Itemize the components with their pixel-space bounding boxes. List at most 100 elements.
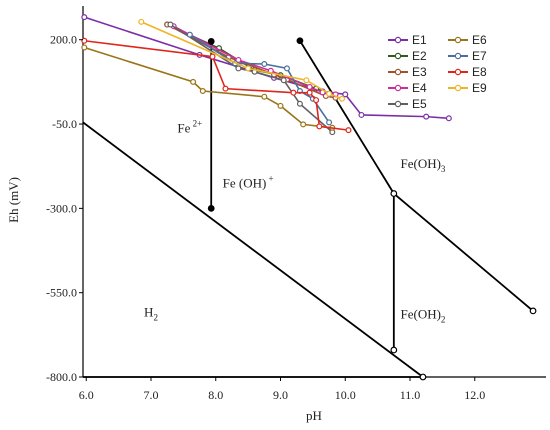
legend-item-e5: E5 [388, 97, 427, 111]
data-point [138, 18, 145, 25]
legend-marker [454, 36, 462, 44]
data-point [199, 87, 206, 94]
x-tick-label: 10.0 [335, 388, 356, 402]
data-point [283, 65, 290, 72]
boundary-points [207, 37, 537, 381]
boundary-line [299, 40, 395, 194]
legend-label: E8 [472, 65, 487, 79]
legend-marker [394, 84, 402, 92]
data-point [306, 89, 313, 96]
boundary-point [296, 37, 304, 45]
y-tick-label: 200.0 [50, 33, 77, 47]
data-point [261, 93, 268, 100]
x-tick-label: 7.0 [143, 388, 158, 402]
x-tick-label: 12.0 [464, 388, 485, 402]
data-point [81, 14, 88, 21]
data-point [296, 100, 303, 107]
y-tick-label: -550.0 [46, 286, 77, 300]
x-tick-label: 8.0 [208, 388, 223, 402]
data-point [186, 31, 193, 38]
legend-item-e7: E7 [448, 49, 487, 63]
data-point [339, 95, 346, 102]
series-e8 [81, 37, 352, 134]
legend-marker [454, 52, 462, 60]
phase-boundaries [82, 40, 534, 378]
region-label: Fe(OH)2 [400, 306, 445, 324]
legend-marker [394, 68, 402, 76]
legend-item-e2: E2 [388, 49, 427, 63]
region-labels: Fe 2+ Fe (OH) + Fe(OH)3 H2 Fe(OH)2 [144, 118, 446, 324]
y-tick-label: -800.0 [46, 370, 77, 384]
boundary-point [390, 346, 398, 354]
legend-label: E2 [412, 49, 427, 63]
legend-item-e9: E9 [448, 81, 487, 95]
boundary-point [207, 204, 215, 212]
legend-marker [394, 52, 402, 60]
data-point [290, 89, 297, 96]
data-point [245, 65, 252, 72]
data-point [277, 102, 284, 109]
legend-marker [454, 68, 462, 76]
region-label: Fe 2+ [177, 118, 202, 135]
y-tick-label: -300.0 [46, 201, 77, 215]
y-axis-title: Eh (mV) [6, 177, 21, 223]
series-line [84, 39, 349, 131]
data-point [326, 90, 333, 97]
x-axis-title: pH [306, 408, 322, 423]
x-tick-label: 11.0 [400, 388, 421, 402]
data-point [313, 97, 320, 104]
data-point [345, 127, 352, 134]
data-point [261, 61, 268, 68]
region-label: Fe (OH) + [223, 173, 274, 190]
legend-label: E3 [412, 65, 427, 79]
series-e9 [138, 18, 346, 102]
legend-label: E5 [412, 97, 427, 111]
boundary-point [207, 38, 215, 45]
data-point [280, 77, 287, 84]
boundary-point [529, 307, 537, 315]
data-point [167, 21, 174, 28]
data-point [358, 111, 365, 118]
data-point [303, 77, 310, 84]
legend-item-e8: E8 [448, 65, 487, 79]
legend-item-e1: E1 [388, 33, 427, 47]
legend-label: E9 [472, 81, 487, 95]
y-tick-label: -50.0 [52, 117, 77, 131]
boundary-line [393, 192, 534, 312]
region-label: H2 [144, 304, 158, 322]
data-point [326, 119, 333, 126]
legend-marker [394, 100, 402, 108]
data-point [81, 44, 88, 51]
legend-item-e4: E4 [388, 81, 427, 95]
legend-marker [454, 84, 462, 92]
legend-label: E7 [472, 49, 487, 63]
legend-item-e6: E6 [448, 33, 487, 47]
series-line [169, 23, 333, 133]
legend-label: E6 [472, 33, 487, 47]
data-point [342, 91, 349, 98]
legend-item-e3: E3 [388, 65, 427, 79]
x-tick-label: 6.0 [79, 388, 94, 402]
legend-marker [394, 36, 402, 44]
data-point [222, 85, 229, 92]
data-point [306, 83, 313, 90]
data-point [316, 123, 323, 130]
legend-label: E4 [412, 81, 427, 95]
region-label: Fe(OH)3 [400, 156, 445, 174]
boundary-line [82, 121, 424, 378]
series-e5 [167, 21, 336, 136]
data-point [235, 65, 242, 72]
x-tick-label: 9.0 [273, 388, 288, 402]
data-point [445, 115, 452, 122]
legend: E1 E2 E3 E4 E5 E6 E7 E8 E9 [388, 33, 487, 111]
data-point [190, 78, 197, 85]
legend-label: E1 [412, 33, 427, 47]
axis-ticks: 6.0 7.0 8.0 9.0 10.0 11.0 12.0 200.0 -50.0 -300.0… [46, 33, 485, 402]
data-point [423, 113, 430, 120]
boundary-point [419, 373, 427, 381]
series-lines [81, 14, 452, 136]
boundary-point [390, 190, 398, 197]
data-point [81, 37, 88, 44]
data-point [300, 121, 307, 128]
